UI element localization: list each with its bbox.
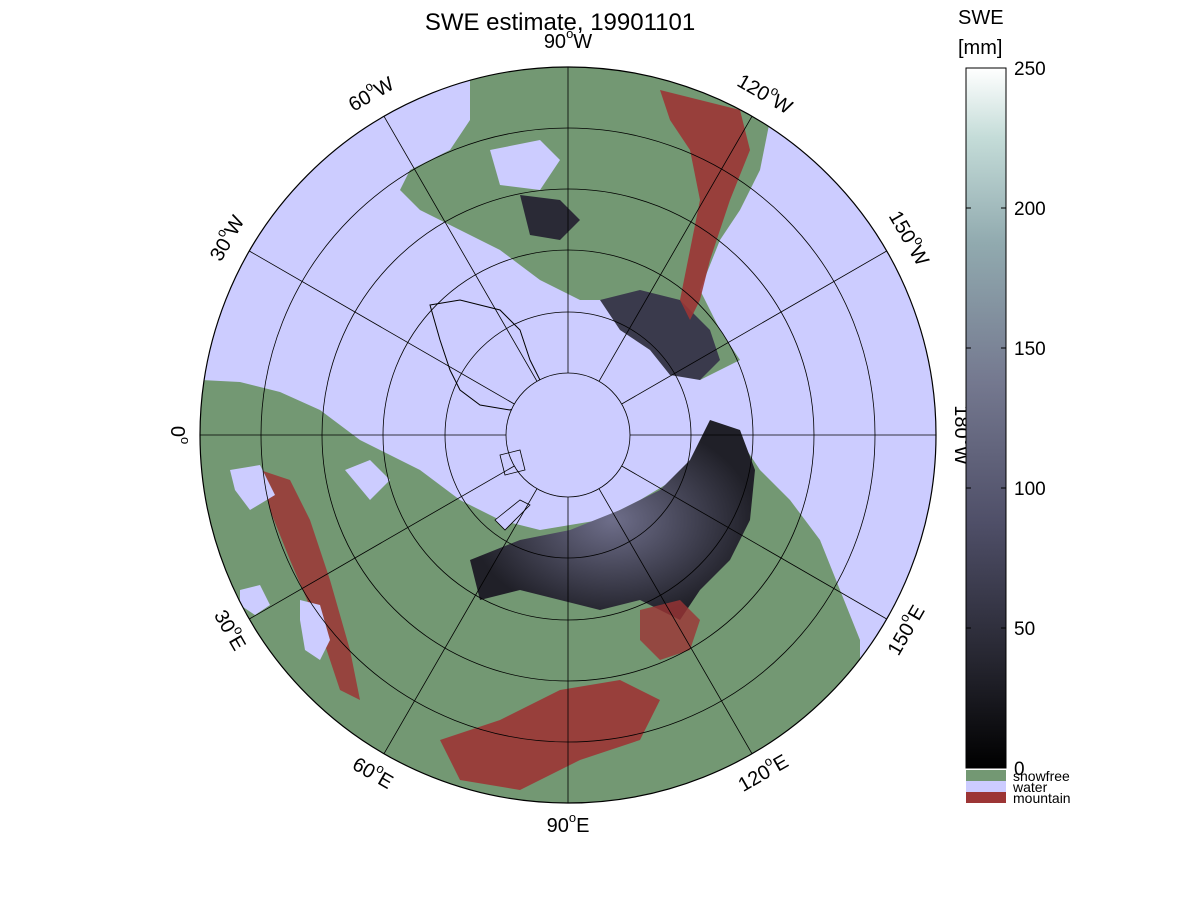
meridian-line [621, 465, 887, 620]
colorbar-title-line2: [mm] [958, 37, 1002, 59]
meridian-line [598, 488, 753, 754]
meridian-line [621, 250, 887, 405]
meridian-label: 90oE [547, 810, 590, 837]
map-title: SWE estimate, 19901101 [425, 9, 695, 36]
meridian-label: 0o [166, 426, 193, 444]
colorbar-category-swatch [966, 781, 1006, 792]
colorbar-category-label: snowfree [1013, 768, 1070, 784]
polar-map [199, 66, 937, 804]
map-boundary [199, 66, 937, 804]
meridian-label: 30oW [202, 210, 249, 265]
colorbar-tick-label: 200 [1014, 199, 1046, 220]
colorbar-tick-label: 100 [1014, 479, 1046, 500]
graticule [200, 67, 936, 803]
colorbar-category-swatch [966, 770, 1006, 781]
colorbar-tick-label: 250 [1014, 59, 1046, 80]
colorbar-ticks: 0 50 100 150 200 250 [966, 59, 1046, 780]
mountain-rockies [660, 90, 750, 320]
colorbar-category-label: water [1012, 779, 1048, 795]
colorbar: SWE [mm] 0 50 100 150 200 250 snowfreewatermo… [958, 7, 1071, 806]
meridian-line [383, 116, 538, 382]
snow-cover-siberia [470, 420, 755, 620]
meridian-label: 60oW [343, 69, 398, 116]
colorbar-tick-label: 150 [1014, 339, 1046, 360]
arctic-ocean-center [506, 373, 630, 497]
black-sea [240, 585, 270, 615]
colorbar-scale [965, 67, 1007, 769]
hudson-bay [490, 140, 560, 190]
colorbar-category-label: mountain [1013, 790, 1071, 806]
novaya-zemlya [494, 499, 531, 531]
colorbar-title-line1: SWE [958, 7, 1004, 29]
land-layer [200, 67, 860, 803]
mountain-central-asia [440, 680, 660, 790]
colorbar-tick-label: 0 [1014, 759, 1025, 780]
mountain-east-siberia [640, 600, 700, 660]
meridian-line [249, 465, 515, 620]
meridian-label: 90oW [544, 26, 592, 53]
white-sea [345, 460, 390, 500]
meridian-line [598, 116, 753, 382]
mountain-europe [260, 470, 360, 700]
meridian-line [383, 488, 538, 754]
snow-cover-baffin [520, 195, 580, 240]
caspian-sea [300, 600, 330, 660]
meridian-line [249, 250, 515, 405]
colorbar-tick-label: 50 [1014, 619, 1035, 640]
colorbar-category-swatch [966, 792, 1006, 803]
